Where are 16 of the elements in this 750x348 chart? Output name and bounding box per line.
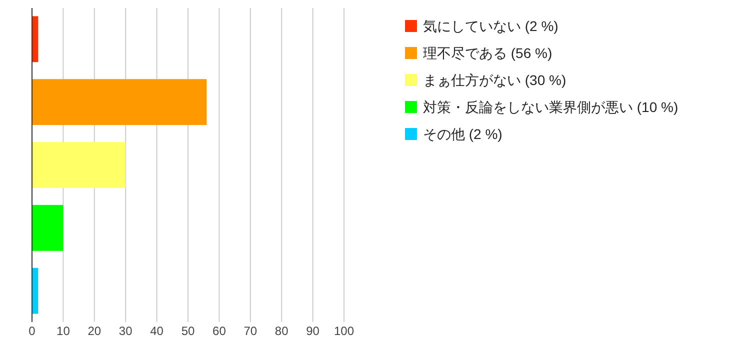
x-tick-label: 30: [118, 324, 133, 338]
x-tick-label: 60: [212, 324, 226, 338]
x-tick-label: 20: [88, 324, 102, 338]
x-tick-label: 0: [28, 324, 36, 338]
legend-label: まぁ仕方がない (30 %): [423, 72, 566, 88]
x-tick-label: 40: [150, 324, 164, 338]
x-tick-label: 10: [56, 324, 70, 338]
legend-label: 対策・反論をしない業界側が悪い (10 %): [423, 99, 678, 115]
legend-label: その他 (2 %): [423, 126, 502, 142]
legend-label: 理不尽である (56 %): [423, 45, 552, 61]
x-tick-label: 70: [244, 324, 258, 338]
legend-label: 気にしていない (2 %): [423, 18, 558, 34]
x-tick-label: 80: [274, 324, 289, 338]
x-tick-label: 100: [334, 324, 354, 338]
x-tick-label: 50: [181, 324, 195, 338]
x-tick-label: 90: [306, 324, 320, 338]
